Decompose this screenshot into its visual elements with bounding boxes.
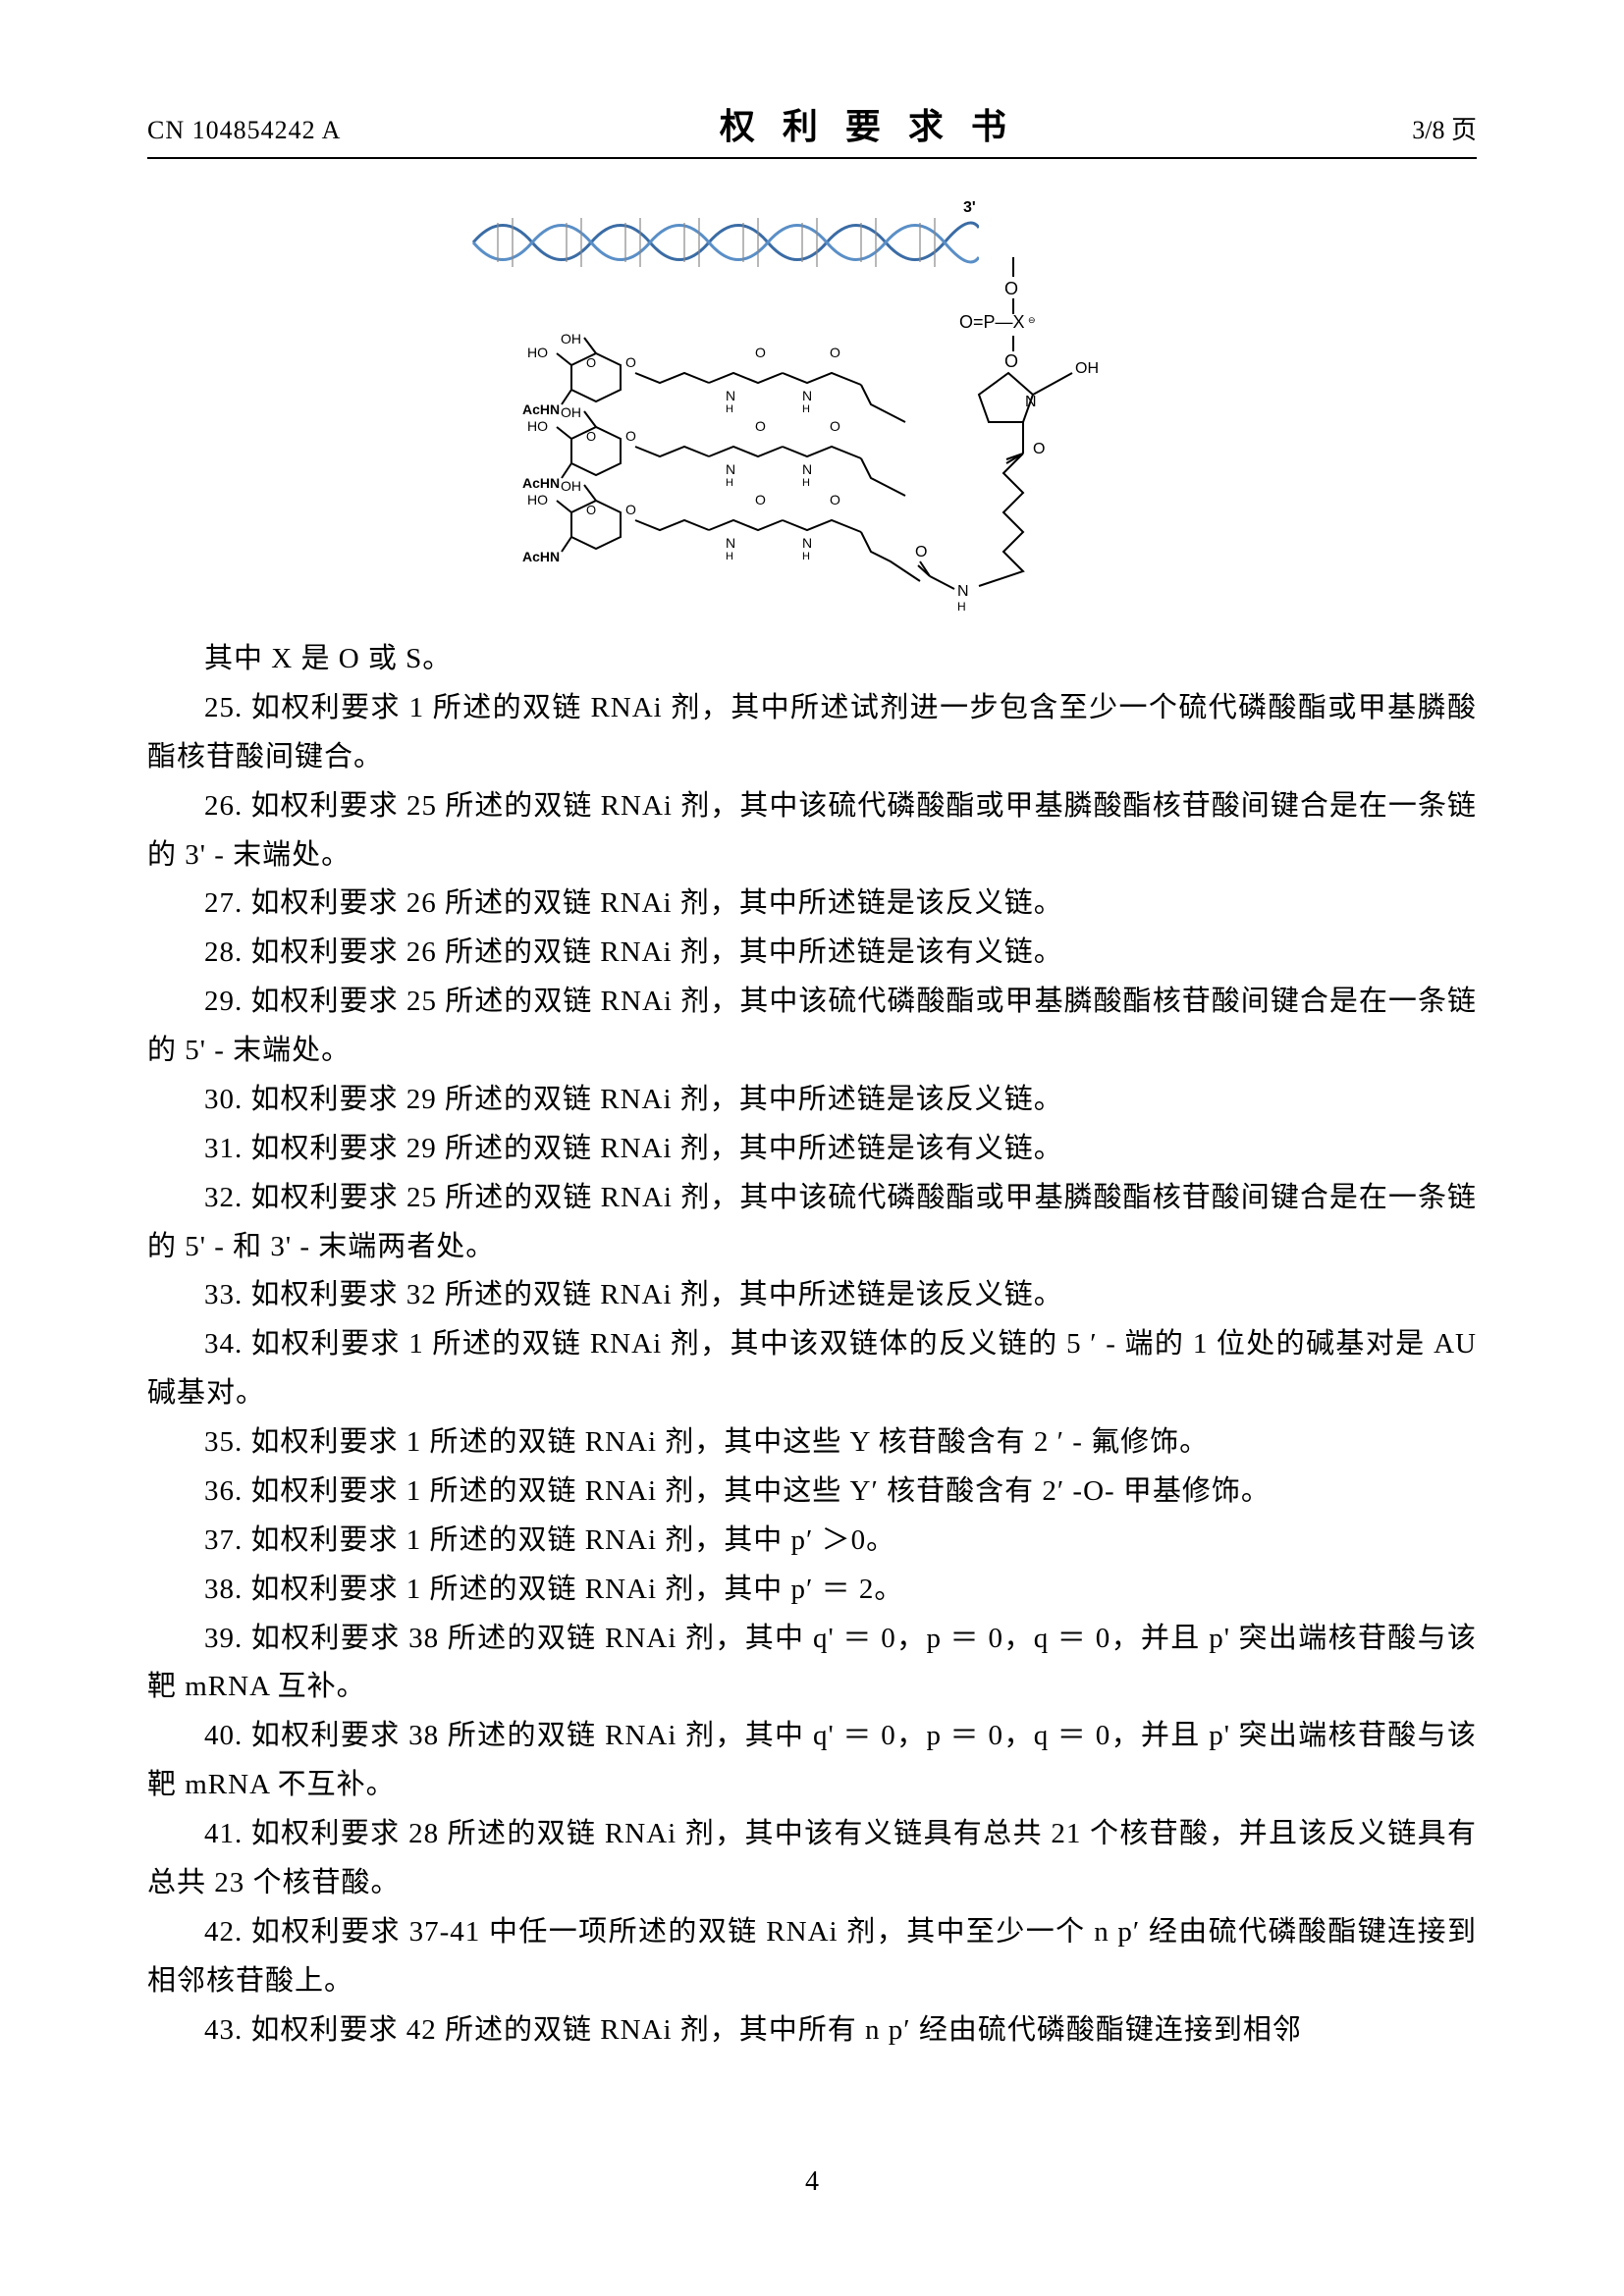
claim-text: 40. 如权利要求 38 所述的双链 RNAi 剂，其中 q' ＝ 0，p ＝ … [147,1712,1477,1810]
svg-text:H: H [726,403,733,415]
svg-text:N: N [802,535,812,551]
svg-text:O: O [1004,351,1018,371]
claim-text: 其中 X 是 O 或 S。 [147,635,1477,684]
svg-text:OH: OH [561,404,581,420]
svg-text:O=P—X: O=P—X [959,312,1025,332]
claim-text: 30. 如权利要求 29 所述的双链 RNAi 剂，其中所述链是该反义链。 [147,1076,1477,1125]
svg-text:AcHN: AcHN [522,401,560,417]
claim-text: 31. 如权利要求 29 所述的双链 RNAi 剂，其中所述链是该有义链。 [147,1125,1477,1174]
svg-text:O: O [755,492,766,507]
svg-text:O: O [755,345,766,360]
svg-text:O: O [830,345,840,360]
svg-text:O: O [1004,279,1018,298]
svg-text:N: N [1025,394,1037,410]
claim-text: 34. 如权利要求 1 所述的双链 RNAi 剂，其中该双链体的反义链的 5 ′… [147,1320,1477,1418]
svg-text:H: H [802,403,810,415]
claim-text: 26. 如权利要求 25 所述的双链 RNAi 剂，其中该硫代磷酸酯或甲基膦酸酯… [147,782,1477,881]
claim-text: 25. 如权利要求 1 所述的双链 RNAi 剂，其中所述试剂进一步包含至少一个… [147,684,1477,782]
claims-content: 其中 X 是 O 或 S。 25. 如权利要求 1 所述的双链 RNAi 剂，其… [147,635,1477,2055]
svg-text:OH: OH [1075,360,1099,377]
claim-text: 38. 如权利要求 1 所述的双链 RNAi 剂，其中 p′ ＝ 2。 [147,1566,1477,1615]
page-header: CN 104854242 A 权利要求书 3/8 页 [147,98,1477,159]
svg-text:H: H [726,551,733,562]
svg-text:H: H [957,600,966,611]
svg-text:N: N [726,461,735,477]
svg-text:OH: OH [561,331,581,347]
chemical-structure-icon: O O=P—X ⊖ O N OH O [468,257,1156,611]
claim-text: 27. 如权利要求 26 所述的双链 RNAi 剂，其中所述链是该反义链。 [147,880,1477,929]
svg-text:H: H [802,551,810,562]
svg-text:HO: HO [527,345,548,360]
svg-text:N: N [802,388,812,403]
svg-text:O: O [915,544,927,561]
svg-text:AcHN: AcHN [522,475,560,491]
claim-text: 43. 如权利要求 42 所述的双链 RNAi 剂，其中所有 n p′ 经由硫代… [147,2006,1477,2056]
svg-text:O: O [625,502,636,517]
page-indicator: 3/8 页 [1412,110,1477,146]
svg-text:O: O [586,429,596,444]
doc-title: 权利要求书 [720,98,1034,149]
svg-text:N: N [802,461,812,477]
svg-text:O: O [625,428,636,444]
svg-text:⊖: ⊖ [1028,315,1036,325]
svg-text:N: N [726,535,735,551]
svg-text:O: O [586,355,596,370]
svg-text:O: O [1033,441,1045,457]
claim-text: 41. 如权利要求 28 所述的双链 RNAi 剂，其中该有义链具有总共 21 … [147,1810,1477,1908]
page-number: 4 [805,2166,819,2197]
claim-text: 28. 如权利要求 26 所述的双链 RNAi 剂，其中所述链是该有义链。 [147,929,1477,978]
doc-number: CN 104854242 A [147,116,341,145]
svg-text:HO: HO [527,492,548,507]
claim-text: 33. 如权利要求 32 所述的双链 RNAi 剂，其中所述链是该反义链。 [147,1271,1477,1320]
claim-text: 36. 如权利要求 1 所述的双链 RNAi 剂，其中这些 Y′ 核苷酸含有 2… [147,1468,1477,1517]
svg-text:H: H [802,477,810,489]
claim-text: 42. 如权利要求 37-41 中任一项所述的双链 RNAi 剂，其中至少一个 … [147,1908,1477,2006]
svg-text:AcHN: AcHN [522,549,560,564]
patent-page: CN 104854242 A 权利要求书 3/8 页 [0,0,1624,2296]
claim-text: 29. 如权利要求 25 所述的双链 RNAi 剂，其中该硫代磷酸酯或甲基膦酸酯… [147,978,1477,1076]
chemical-structure-figure: 3' O O=P—X ⊖ O N [147,188,1477,615]
page-footer: 4 [0,2166,1624,2198]
claim-text: 39. 如权利要求 38 所述的双链 RNAi 剂，其中 q' ＝ 0，p ＝ … [147,1615,1477,1713]
svg-text:H: H [726,477,733,489]
svg-text:N: N [957,583,969,600]
svg-text:O: O [625,354,636,370]
svg-text:O: O [755,418,766,434]
claim-text: 32. 如权利要求 25 所述的双链 RNAi 剂，其中该硫代磷酸酯或甲基膦酸酯… [147,1174,1477,1272]
svg-text:O: O [830,418,840,434]
svg-text:O: O [586,503,596,517]
claim-text: 35. 如权利要求 1 所述的双链 RNAi 剂，其中这些 Y 核苷酸含有 2 … [147,1418,1477,1468]
svg-text:HO: HO [527,418,548,434]
figure-placeholder: 3' O O=P—X ⊖ O N [468,188,1156,611]
svg-text:3': 3' [963,199,976,216]
svg-text:N: N [726,388,735,403]
svg-text:OH: OH [561,478,581,494]
claim-text: 37. 如权利要求 1 所述的双链 RNAi 剂，其中 p′ ＞0。 [147,1517,1477,1566]
svg-text:O: O [830,492,840,507]
